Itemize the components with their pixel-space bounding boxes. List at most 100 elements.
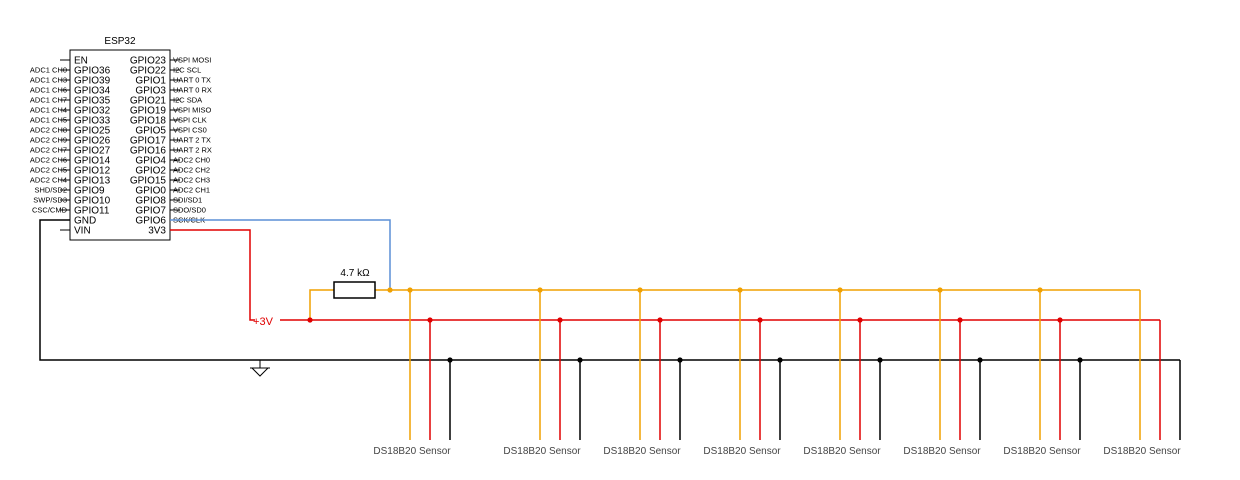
right-pin-label: GPIO2 — [135, 166, 166, 177]
right-pin-function: VSPI MOSI — [173, 56, 211, 65]
ground-junction-dot — [447, 357, 453, 363]
right-pin-function: UART 0 TX — [173, 76, 211, 85]
sensor-label: DS18B20 Sensor — [1103, 446, 1181, 457]
left-pin-function: ADC2 CH4 — [30, 176, 67, 185]
sensor-2: DS18B20 Sensor — [503, 287, 583, 457]
left-pin-function: ADC1 CH5 — [30, 116, 67, 125]
ground-junction-dot — [777, 357, 783, 363]
power-junction-dot — [427, 317, 433, 323]
resistor-body — [333, 281, 376, 299]
left-pin-function: ADC1 CH3 — [30, 76, 67, 85]
left-pin-label: GPIO33 — [74, 116, 111, 127]
right-pin-function: VSPI CS0 — [173, 126, 207, 135]
ground-symbol-icon — [250, 360, 270, 377]
left-pin-function: ADC1 CH4 — [30, 106, 67, 115]
sensor-7: DS18B20 Sensor — [1003, 287, 1083, 457]
data-junction-dot — [387, 287, 393, 293]
right-pin-label: GPIO5 — [135, 126, 166, 137]
left-pin-label: GPIO35 — [74, 96, 111, 107]
pullup-resistor: 4.7 kΩ — [333, 268, 376, 299]
left-pin-function: ADC2 CH6 — [30, 156, 67, 165]
left-pin-label: GPIO25 — [74, 126, 111, 137]
sensor-6: DS18B20 Sensor — [903, 287, 983, 457]
left-pin-label: GPIO32 — [74, 106, 111, 117]
left-pin-function: ADC1 CH0 — [30, 66, 67, 75]
left-pin-function: ADC2 CH8 — [30, 126, 67, 135]
left-pin-label: GPIO34 — [74, 86, 111, 97]
right-pin-label: 3V3 — [148, 226, 166, 237]
right-pin-function: SDI/SD1 — [173, 196, 202, 205]
sensor-label: DS18B20 Sensor — [603, 446, 681, 457]
power-junction-dot — [557, 317, 563, 323]
sensor-4: DS18B20 Sensor — [703, 287, 783, 457]
right-pin-function: ADC2 CH2 — [173, 166, 210, 175]
right-pin-label: GPIO6 — [135, 216, 166, 227]
ground-junction-dot — [677, 357, 683, 363]
right-pin-label: GPIO1 — [135, 76, 166, 87]
right-pin-function: UART 2 RX — [173, 146, 212, 155]
left-pin-label: GPIO13 — [74, 176, 111, 187]
gpio6-signal-wire — [170, 219, 391, 290]
right-pin-function: I2C SDA — [173, 96, 202, 105]
right-pin-function: VSPI MISO — [173, 106, 212, 115]
sensor-label: DS18B20 Sensor — [803, 446, 881, 457]
power-junction-dot — [307, 317, 313, 323]
left-pin-label: VIN — [74, 226, 91, 237]
left-pin-label: GND — [74, 216, 96, 227]
sensor-label: DS18B20 Sensor — [903, 446, 981, 457]
data-junction-dot — [1037, 287, 1043, 293]
left-pin-label: GPIO9 — [74, 186, 105, 197]
left-pin-function: ADC2 CH9 — [30, 136, 67, 145]
ground-wire — [39, 219, 1180, 361]
ground-junction-dot — [577, 357, 583, 363]
sensor-label: DS18B20 Sensor — [1003, 446, 1081, 457]
right-pin-function: VSPI CLK — [173, 116, 207, 125]
chip-body — [69, 49, 171, 241]
right-pin-function: UART 0 RX — [173, 86, 212, 95]
power-junction-dot — [1057, 317, 1063, 323]
data-junction-dot — [407, 287, 413, 293]
power-junction-dot — [957, 317, 963, 323]
left-pin-function: CSC/CMD — [32, 206, 68, 215]
right-pin-label: GPIO0 — [135, 186, 166, 197]
right-pin-label: GPIO17 — [130, 136, 167, 147]
left-pin-label: GPIO27 — [74, 146, 111, 157]
right-pin-function: ADC2 CH0 — [173, 156, 210, 165]
power-junction-dot — [857, 317, 863, 323]
power-feed-wire — [170, 229, 255, 321]
ground-junction-dot — [877, 357, 883, 363]
left-pin-label: EN — [74, 56, 88, 67]
right-pin-label: GPIO15 — [130, 176, 167, 187]
right-pin-label: GPIO8 — [135, 196, 166, 207]
left-pin-label: GPIO11 — [74, 206, 110, 217]
right-pin-label: GPIO19 — [130, 106, 167, 117]
right-pin-function: ADC2 CH1 — [173, 186, 210, 195]
right-pin-label: GPIO16 — [130, 146, 167, 157]
wires — [39, 219, 1180, 361]
left-pin-function: SWP/SD3 — [33, 196, 67, 205]
sensor-label: DS18B20 Sensor — [373, 446, 451, 457]
data-junction-dot — [837, 287, 843, 293]
ground-junction-dot — [1077, 357, 1083, 363]
right-pin-function: I2C SCL — [173, 66, 201, 75]
left-pin-label: GPIO26 — [74, 136, 111, 147]
right-pin-function: UART 2 TX — [173, 136, 211, 145]
left-pin-function: ADC2 CH7 — [30, 146, 67, 155]
sensor-5: DS18B20 Sensor — [803, 287, 883, 457]
right-pin-label: GPIO22 — [130, 66, 167, 77]
data-bus-wire — [309, 289, 334, 320]
right-pin-label: GPIO18 — [130, 116, 167, 127]
sensors: DS18B20 Sensor DS18B20 Sensor DS18B20 Sens… — [373, 287, 1181, 457]
right-pin-label: GPIO21 — [130, 96, 167, 107]
resistor-label: 4.7 kΩ — [340, 268, 370, 279]
sensor-3: DS18B20 Sensor — [603, 287, 683, 457]
data-junction-dot — [537, 287, 543, 293]
left-pin-label: GPIO10 — [74, 196, 111, 207]
left-pin-function: ADC1 CH6 — [30, 86, 67, 95]
right-pin-function: SDO/SD0 — [173, 206, 206, 215]
data-junction-dot — [637, 287, 643, 293]
left-pin-label: GPIO12 — [74, 166, 111, 177]
